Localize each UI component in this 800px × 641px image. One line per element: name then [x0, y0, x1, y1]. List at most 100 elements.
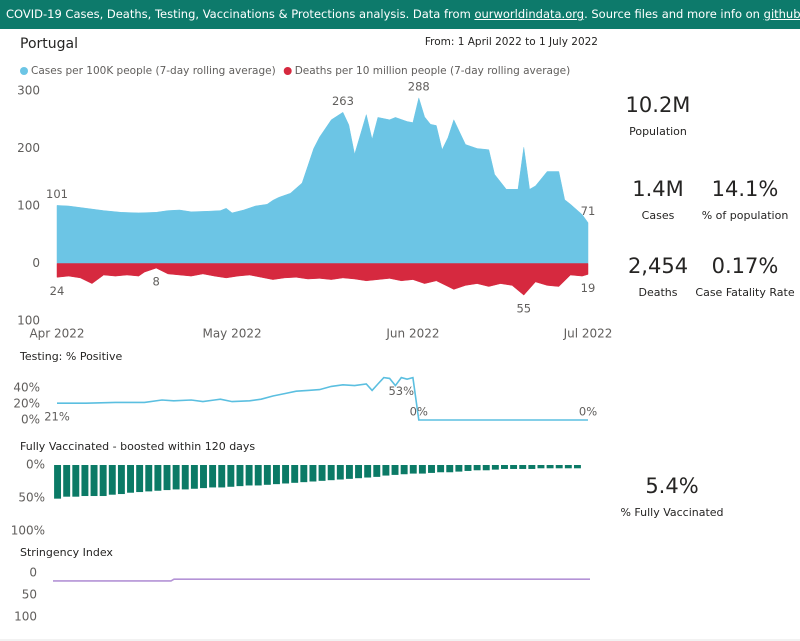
bar — [355, 465, 363, 479]
data-label: 24 — [50, 284, 65, 298]
bar — [382, 465, 390, 476]
kpi-value: 10.2M — [626, 93, 691, 117]
bar — [309, 465, 317, 482]
data-label: 21% — [44, 410, 70, 424]
y-tick-label: 100 — [17, 199, 40, 213]
bar — [428, 465, 435, 473]
x-tick-label: Jun 2022 — [385, 327, 439, 341]
bar — [190, 465, 198, 489]
x-tick-label: May 2022 — [202, 327, 261, 341]
kpi-value: 0.17% — [712, 254, 779, 278]
bar — [546, 465, 554, 469]
header-text: . Source files and more info on — [584, 7, 764, 21]
chart-title: Testing: % Positive — [19, 350, 122, 363]
data-label: 101 — [46, 187, 68, 201]
bar — [519, 465, 527, 469]
legend-label: Cases per 100K people (7-day rolling ave… — [31, 65, 276, 77]
legend-label: Deaths per 10 million people (7-day roll… — [295, 65, 571, 77]
bar — [263, 465, 271, 485]
bar — [272, 465, 280, 485]
bar — [218, 465, 226, 488]
y-tick-label: 100% — [11, 524, 45, 538]
bar — [127, 465, 134, 493]
line — [57, 376, 588, 421]
bar — [236, 465, 244, 487]
bar — [172, 465, 180, 490]
kpi-label: Cases — [642, 209, 675, 222]
y-tick-label: 0 — [32, 256, 40, 270]
kpi-value: 5.4% — [645, 474, 698, 498]
bar — [327, 465, 335, 481]
data-label: 288 — [408, 79, 430, 93]
x-tick-label: Apr 2022 — [29, 327, 84, 341]
bar — [336, 465, 344, 480]
kpi-label: Deaths — [639, 286, 678, 299]
bar — [455, 465, 463, 472]
bar — [537, 465, 545, 469]
y-tick-label: 20% — [13, 397, 40, 411]
y-tick-label: 200 — [17, 141, 40, 155]
bar — [117, 465, 125, 495]
y-tick-label: 0 — [29, 566, 37, 580]
y-tick-label: 100 — [17, 314, 40, 328]
country-title: Portugal — [20, 36, 78, 52]
y-tick-label: 50% — [18, 491, 45, 505]
bar — [282, 465, 290, 484]
bar — [555, 465, 563, 469]
bar — [163, 465, 171, 491]
data-label: 55 — [516, 302, 531, 316]
bar — [564, 465, 572, 469]
link[interactable]: github — [763, 7, 800, 21]
link[interactable]: ourworldindata.org — [474, 7, 585, 21]
bar — [491, 465, 499, 470]
kpi-value: 14.1% — [712, 177, 779, 201]
bar — [391, 465, 399, 475]
y-tick-label: 300 — [17, 84, 40, 98]
data-label: 8 — [153, 275, 160, 289]
y-tick-label: 100 — [14, 610, 37, 624]
bar — [254, 465, 262, 486]
bar — [136, 465, 144, 493]
bar — [364, 465, 372, 478]
bar — [90, 465, 98, 497]
bar — [345, 465, 353, 479]
data-label: 71 — [581, 204, 596, 218]
bar — [99, 465, 107, 497]
bar — [245, 465, 253, 486]
y-tick-label: 40% — [13, 381, 40, 395]
bar — [300, 465, 308, 483]
data-label: 263 — [332, 94, 354, 108]
bar — [200, 465, 207, 489]
area — [56, 263, 589, 296]
kpi-label: Case Fatality Rate — [695, 286, 794, 299]
data-label: 19 — [581, 281, 596, 295]
bar — [81, 465, 89, 497]
bar — [227, 465, 235, 487]
bar — [54, 465, 62, 499]
bar — [473, 465, 481, 471]
bar — [63, 465, 71, 497]
bar — [400, 465, 408, 475]
x-tick-label: Jul 2022 — [563, 327, 613, 341]
data-label: 0% — [579, 405, 597, 419]
kpi-label: % Fully Vaccinated — [620, 506, 723, 519]
bar — [181, 465, 189, 490]
bar — [418, 465, 426, 474]
kpi-label: Population — [629, 125, 687, 138]
bar — [108, 465, 116, 495]
kpi-value: 2,454 — [628, 254, 688, 278]
bar — [373, 465, 381, 477]
y-tick-label: 0% — [26, 458, 45, 472]
bar — [446, 465, 454, 473]
chart-title: Fully Vaccinated - boosted within 120 da… — [20, 440, 255, 453]
y-tick-label: 0% — [21, 413, 40, 427]
bar — [482, 465, 490, 471]
header-bar: COVID-19 Cases, Deaths, Testing, Vaccina… — [0, 0, 800, 29]
kpi-value: 1.4M — [632, 177, 684, 201]
area — [56, 96, 589, 264]
line — [53, 578, 590, 582]
date-range: From: 1 April 2022 to 1 July 2022 — [425, 36, 598, 48]
data-label: 0% — [410, 405, 428, 419]
bar — [573, 465, 581, 469]
